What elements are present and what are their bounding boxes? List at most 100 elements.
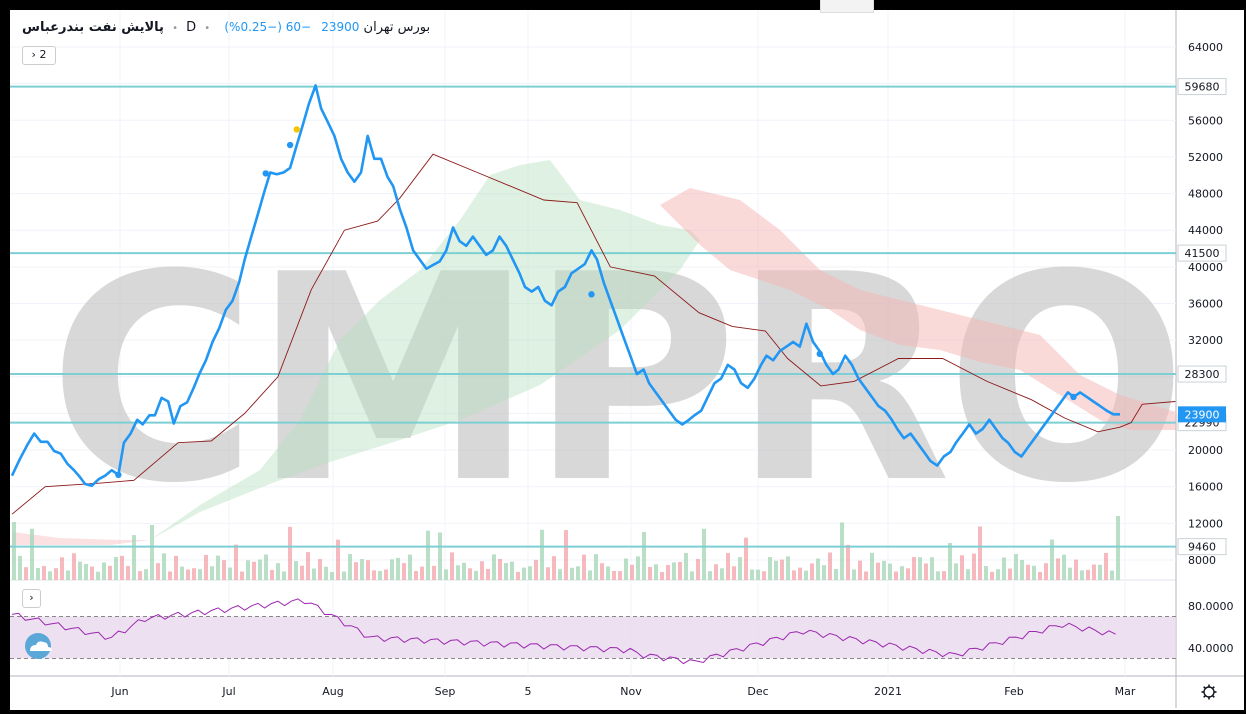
volume-bar (216, 555, 220, 580)
level-tag (1177, 365, 1227, 383)
volume-bar (732, 566, 736, 580)
logo-cloud-shape (30, 641, 52, 651)
volume-bar (1086, 569, 1090, 580)
volume-bar (606, 566, 610, 580)
volume-bar (348, 553, 352, 580)
volume-bar (690, 571, 694, 580)
volume-bar (390, 559, 394, 580)
exchange-label: بورس تهران (363, 20, 431, 35)
volume-bar (972, 553, 976, 580)
volume-bar (582, 554, 586, 580)
volume-bar (426, 530, 430, 580)
rsi-collapse-button[interactable]: › (22, 589, 41, 608)
signal-marker (115, 471, 122, 479)
volume-bar (888, 563, 892, 580)
volume-bar (660, 571, 664, 580)
volume-bar (792, 570, 796, 580)
y-tick-label: 52000 (1188, 151, 1223, 164)
volume-bar (702, 528, 706, 580)
volume-bar (594, 554, 598, 580)
volume-bar (324, 566, 328, 580)
x-tick-label: Jun (110, 685, 128, 698)
volume-bar (918, 557, 922, 580)
volume-bar (102, 562, 106, 580)
volume-bar (450, 552, 454, 580)
volume-bar (618, 571, 622, 580)
volume-bar (762, 571, 766, 580)
gear-tooth (1203, 694, 1207, 698)
signal-marker (816, 350, 823, 358)
volume-bar (852, 569, 856, 580)
volume-bar (750, 569, 754, 580)
volume-bar (1026, 564, 1030, 580)
volume-bar (870, 552, 874, 580)
volume-bar (774, 560, 778, 580)
volume-bar (204, 554, 208, 580)
ichimoku-cloud-bearish (660, 188, 1176, 430)
volume-bar (810, 563, 814, 580)
volume-bar (96, 571, 100, 580)
volume-bar (780, 559, 784, 580)
volume-bar (1014, 554, 1018, 580)
x-tick-label: Aug (322, 685, 343, 698)
volume-bar (708, 571, 712, 580)
volume-bar (138, 571, 142, 580)
volume-bar (1038, 571, 1042, 580)
y-tick-label: 36000 (1188, 298, 1223, 311)
volume-bar (90, 566, 94, 580)
level-tag-label: 59680 (1185, 81, 1220, 94)
volume-bar (366, 560, 370, 580)
baseline-line (11, 153, 1176, 515)
volume-bar (1008, 568, 1012, 580)
level-tag (1177, 244, 1227, 262)
signal-marker (262, 170, 269, 177)
volume-bar (36, 567, 40, 580)
volume-bar (822, 565, 826, 580)
x-tick-label: Feb (1004, 685, 1023, 698)
volume-bar (414, 570, 418, 580)
cloud-logo-icon[interactable] (25, 633, 52, 659)
volume-bar (1044, 563, 1048, 580)
symbol-name[interactable]: پالایش نفت بندرعباس (22, 20, 164, 35)
volume-bar (696, 558, 700, 580)
volume-bar (1056, 558, 1060, 580)
volume-bar (528, 566, 532, 580)
volume-bar (1020, 559, 1024, 580)
x-tick-label: 2021 (874, 685, 902, 698)
volume-bar (1050, 539, 1054, 580)
signal-marker (588, 291, 595, 298)
volume-bar (1002, 557, 1006, 580)
y-tick-label: 12000 (1188, 517, 1223, 530)
indicators-collapse-button[interactable]: › 2 (22, 46, 56, 65)
top-toolbar-tab[interactable] (820, 0, 874, 13)
volume-bar (222, 560, 226, 580)
volume-bar (258, 559, 262, 580)
volume-bar (240, 571, 244, 580)
volume-bar (948, 542, 952, 580)
volume-bar (648, 567, 652, 580)
volume-bar (1080, 570, 1084, 580)
volume-bar (558, 569, 562, 580)
volume-bar (402, 563, 406, 580)
chevron-right-icon: › (29, 591, 34, 604)
y-tick-label: 44000 (1188, 224, 1223, 237)
volume-bar (588, 570, 592, 580)
interval-label[interactable]: D (186, 20, 197, 35)
volume-bar (960, 555, 964, 580)
volume-bar (738, 557, 742, 580)
volume-bar (828, 552, 832, 580)
volume-bar (12, 522, 16, 580)
volume-bar (66, 570, 70, 580)
gear-icon[interactable] (1201, 684, 1217, 700)
volume-bar (624, 558, 628, 580)
volume-bar (726, 552, 730, 580)
volume-bar (546, 567, 550, 580)
volume-bar (108, 565, 112, 580)
volume-bar (420, 566, 424, 580)
level-tag (1177, 78, 1227, 96)
y-tick-label: 40000 (1188, 261, 1223, 274)
volume-bar (612, 570, 616, 580)
volume-bar (330, 571, 334, 580)
volume-bar (162, 553, 166, 580)
